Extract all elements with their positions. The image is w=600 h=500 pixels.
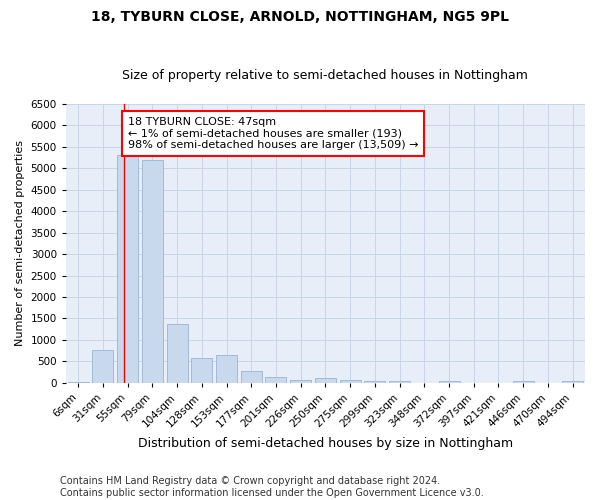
Y-axis label: Number of semi-detached properties: Number of semi-detached properties [15,140,25,346]
Text: 18, TYBURN CLOSE, ARNOLD, NOTTINGHAM, NG5 9PL: 18, TYBURN CLOSE, ARNOLD, NOTTINGHAM, NG… [91,10,509,24]
Bar [364,380,385,383]
Bar [290,380,311,383]
Bar [68,382,89,383]
Bar [241,371,262,383]
Bar [265,377,286,383]
Bar [389,381,410,383]
Bar [142,160,163,383]
Bar [562,382,583,383]
Bar [92,350,113,383]
Bar [439,380,460,383]
Bar [191,358,212,383]
X-axis label: Distribution of semi-detached houses by size in Nottingham: Distribution of semi-detached houses by … [138,437,513,450]
Bar [167,324,188,383]
Bar [216,356,237,383]
Bar [117,156,138,383]
Bar [340,380,361,383]
Text: 18 TYBURN CLOSE: 47sqm
← 1% of semi-detached houses are smaller (193)
98% of sem: 18 TYBURN CLOSE: 47sqm ← 1% of semi-deta… [128,117,418,150]
Text: Contains HM Land Registry data © Crown copyright and database right 2024.
Contai: Contains HM Land Registry data © Crown c… [60,476,484,498]
Bar [315,378,336,383]
Title: Size of property relative to semi-detached houses in Nottingham: Size of property relative to semi-detach… [122,69,529,82]
Bar [512,380,534,383]
